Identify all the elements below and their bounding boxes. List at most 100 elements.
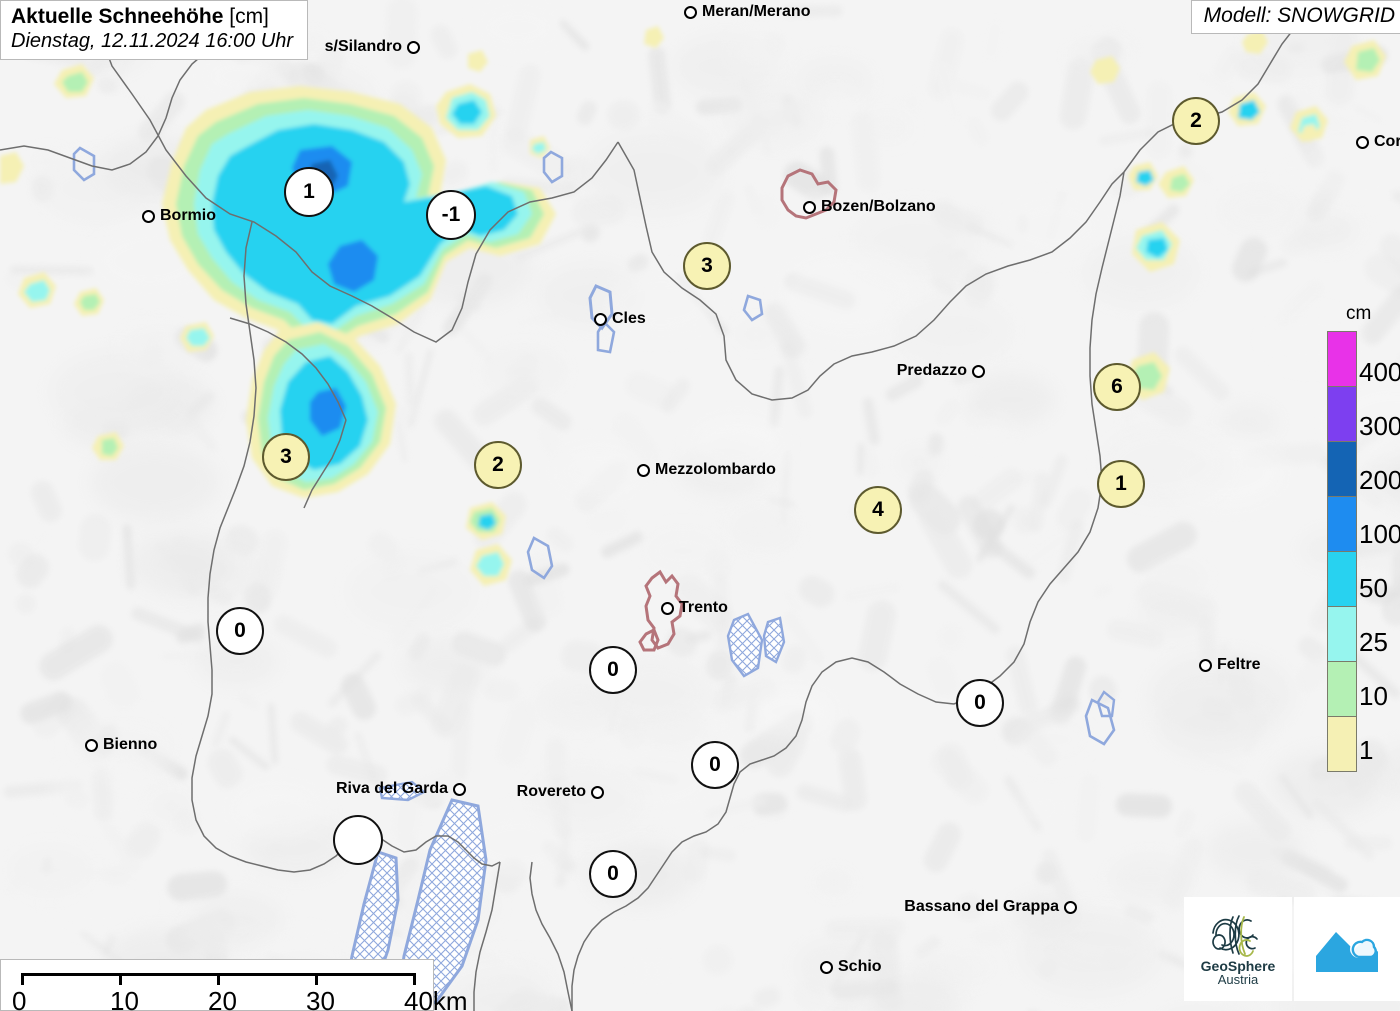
geosphere-austria-logo: GeoSphere Austria [1184,897,1292,1001]
legend-swatch-100 [1328,497,1356,552]
map-title-box: Aktuelle Schneehöhe [cm] Dienstag, 12.11… [0,0,309,61]
city-name: Rovereto [516,783,586,800]
legend-unit-label: cm [1346,303,1372,324]
city-label: Bassano del Grappa [904,898,1077,916]
city-label: Mezzolombardo [637,461,776,479]
legend-colorbar [1327,331,1357,772]
legend-swatch-300 [1328,387,1356,442]
geosphere-swirl-icon [1212,914,1258,957]
scale-tick-label-40km: 40km [404,986,468,1011]
city-marker-dot [661,601,674,615]
city-label: Cortina [1356,133,1400,151]
scale-tick-40km [413,973,416,985]
station-marker[interactable] [333,815,383,865]
city-marker-dot [684,5,697,19]
legend-swatch-50 [1328,552,1356,607]
legend-tick-1: 1 [1359,735,1374,765]
city-name: Bienno [103,736,158,753]
station-marker[interactable]: 0 [216,607,264,655]
page-title: Aktuelle Schneehöhe [cm] [11,5,293,29]
scale-tick-label-0: 0 [12,986,27,1011]
station-marker[interactable]: 3 [683,242,731,290]
city-label: Riva del Garda [336,780,466,798]
city-name: Trento [679,599,728,616]
scale-tick-20 [217,973,220,985]
legend-swatch-1 [1328,717,1356,771]
city-label: Feltre [1199,656,1261,674]
city-marker-dot [591,785,604,799]
station-marker[interactable]: 0 [956,679,1004,727]
scale-tick-label-10: 10 [110,986,139,1011]
city-label: Rovereto [517,783,604,801]
station-marker[interactable]: 0 [589,850,637,898]
legend-tick-300: 300 [1359,411,1400,441]
station-marker[interactable]: 2 [474,441,522,489]
mountain-cloud-icon [1316,932,1378,972]
station-marker[interactable]: 0 [691,741,739,789]
city-marker-dot [594,312,607,326]
city-marker-dot [85,738,98,752]
station-marker[interactable]: -1 [426,190,476,240]
map-timestamp: Dienstag, 12.11.2024 16:00 Uhr [11,30,294,53]
legend-tick-50: 50 [1359,573,1388,603]
station-marker[interactable]: 4 [854,486,902,534]
station-marker[interactable]: 2 [1172,97,1220,145]
city-label: Predazzo [897,362,985,380]
city-label: s/Silandro [325,38,420,56]
scale-tick-0 [21,973,24,985]
city-label: Trento [661,599,728,617]
city-name: s/Silandro [324,38,402,55]
city-marker-dot [1199,658,1212,672]
title-main-text: Aktuelle Schneehöhe [11,5,224,28]
legend-tick-100: 100 [1359,519,1400,549]
model-label: Modell: SNOWGRID [1203,4,1395,27]
scale-tick-label-30: 30 [306,986,335,1011]
city-marker-dot [820,960,833,974]
city-marker-dot [803,200,816,214]
city-label: Cles [594,310,646,328]
station-marker[interactable]: 1 [284,167,334,217]
scale-tick-10 [119,973,122,985]
geosphere-logo-sub: Austria [1217,972,1259,988]
city-marker-dot [637,463,650,477]
city-name: Bozen/Bolzano [821,198,936,215]
legend-tick-labels: 400 300 200 100 50 25 10 1 [1359,331,1400,763]
city-label: Bienno [85,736,157,754]
city-name: Riva del Garda [335,780,448,797]
city-marker-dot [972,364,985,378]
city-marker-dot [1356,135,1369,149]
city-marker-dot [407,40,420,54]
city-name: Mezzolombardo [655,461,776,478]
legend-swatch-400 [1328,332,1356,387]
geosphere-logo-name: GeoSphere [1200,957,1276,974]
city-marker-dot [453,782,466,796]
scale-tick-30 [315,973,318,985]
legend-swatch-200 [1328,442,1356,497]
city-label: Bozen/Bolzano [803,198,936,216]
scale-bar: 0 10 20 30 40km [0,959,468,1011]
legend-tick-200: 200 [1359,465,1400,495]
station-marker[interactable]: 6 [1093,363,1141,411]
station-marker[interactable]: 1 [1097,460,1145,508]
city-name: Meran/Merano [702,3,811,20]
city-name: Bassano del Grappa [904,898,1059,915]
legend-tick-400: 400 [1359,357,1400,387]
city-name: Cles [612,310,646,327]
station-marker[interactable]: 0 [589,646,637,694]
city-name: Bormio [160,207,216,224]
legend-tick-10: 10 [1359,681,1388,711]
model-info-box: Modell: SNOWGRID [1190,0,1400,34]
legend-swatch-25 [1328,607,1356,662]
station-marker[interactable]: 3 [262,433,310,481]
city-name: Schio [838,958,882,975]
scale-tick-label-20: 20 [208,986,237,1011]
city-label: Schio [820,958,882,976]
city-marker-dot [1064,900,1077,914]
city-name: Cortina [1374,133,1400,150]
legend-swatch-10 [1328,662,1356,717]
title-unit-text: [cm] [229,5,269,28]
city-name: Feltre [1217,656,1261,673]
